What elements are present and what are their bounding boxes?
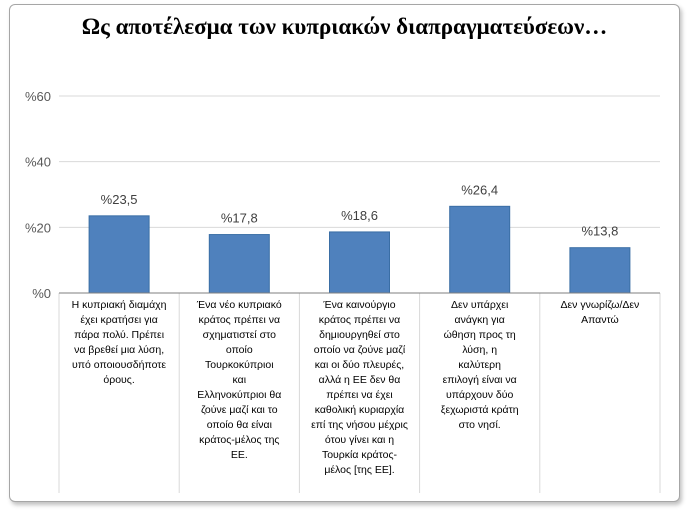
category-label-line: ώθηση προς τη bbox=[443, 329, 516, 341]
category-label-line: ζούνε μαζί και το bbox=[200, 404, 278, 416]
category-label-line: κράτος-μέλος της bbox=[199, 434, 280, 446]
category-label-line: Δεν υπάρχει bbox=[451, 299, 509, 311]
category-label-line: ΕΕ. bbox=[230, 449, 248, 461]
category-label-line: να βρεθεί μια λύση, bbox=[74, 344, 165, 356]
bar bbox=[449, 205, 511, 294]
category-label-line: οποίο bbox=[225, 344, 253, 356]
bar bbox=[88, 215, 150, 294]
category-label-line: ανάγκη για bbox=[454, 314, 505, 326]
category-label-line: Η κυπριακή διαμάχη bbox=[71, 299, 167, 311]
category-label-line: επιλογή είναι να bbox=[442, 374, 517, 386]
category-label-line: λύση, η bbox=[462, 344, 498, 356]
chart-title: Ως αποτέλεσμα των κυπριακών διαπραγματεύ… bbox=[81, 14, 608, 39]
data-label: %23,5 bbox=[101, 192, 138, 207]
data-label: %13,8 bbox=[581, 224, 618, 239]
data-label: %18,6 bbox=[341, 208, 378, 223]
category-label-line: στο νησί. bbox=[458, 419, 501, 431]
category-label-line: κράτος πρέπει να bbox=[198, 314, 281, 326]
category-label-line: και οι δύο πλευρές, bbox=[314, 359, 405, 371]
category-label: Η κυπριακή διαμάχη έχει κρατήσει για πάρα … bbox=[60, 298, 178, 388]
category-label-line: Δεν γνωρίζω/Δεν bbox=[560, 299, 640, 311]
data-label: %17,8 bbox=[221, 211, 258, 226]
category-label-line: Απαντώ bbox=[581, 314, 619, 326]
category-label-line: Τουρκία κράτος- bbox=[321, 449, 398, 461]
y-tick-label: %20 bbox=[25, 220, 51, 235]
category-label-line: πάρα πολύ. Πρέπει bbox=[74, 329, 165, 341]
category-label: Ένα καινούργιο κράτος πρέπει να δημιουργηθ… bbox=[301, 298, 419, 478]
category-label-line: Ένα καινούργιο bbox=[323, 299, 396, 311]
category-label-line: κράτος πρέπει να bbox=[318, 314, 401, 326]
y-tick-label: %60 bbox=[25, 89, 51, 104]
category-label-line: οποίο να ζούνε μαζί bbox=[313, 344, 406, 356]
category-label-line: πρέπει να έχει bbox=[326, 389, 393, 401]
bar bbox=[569, 247, 631, 294]
category-label: Δεν γνωρίζω/Δεν Απαντώ bbox=[541, 298, 659, 328]
y-tick-label: %0 bbox=[32, 286, 51, 301]
category-label-line: όρους. bbox=[103, 374, 135, 386]
category-label-line: καλύτερη bbox=[458, 359, 501, 371]
category-label-line: έχει κρατήσει για bbox=[80, 314, 158, 326]
bar bbox=[329, 231, 390, 294]
category-label-line: αλλά η ΕΕ δεν θα bbox=[318, 374, 401, 386]
y-tick-label: %40 bbox=[25, 155, 51, 170]
category-label-line: καθολική κυριαρχία bbox=[314, 404, 405, 416]
category-label-line: δημιουργηθεί στο bbox=[319, 329, 400, 341]
category-label: Δεν υπάρχει ανάγκη για ώθηση προς τη λύση, … bbox=[421, 298, 539, 433]
data-label: %26,4 bbox=[461, 182, 498, 197]
category-label-line: υπό οποιουσδήποτε bbox=[72, 359, 167, 371]
category-label-line: επί της νήσου μέχρις bbox=[311, 419, 408, 431]
category-label-line: Ελληνοκύπριοι θα bbox=[197, 389, 282, 401]
bar bbox=[208, 234, 270, 294]
category-label-line: οποίο θα είναι bbox=[206, 419, 272, 431]
category-label-line: ότου γίνει και η bbox=[324, 434, 395, 446]
category-label-line: υπάρχουν δύο bbox=[446, 389, 514, 401]
category-label-line: ξεχωριστά κράτη bbox=[440, 404, 519, 416]
category-label-line: Τουρκοκύπριοι bbox=[205, 359, 274, 371]
category-label-line: και bbox=[232, 374, 247, 386]
category-label-line: μέλος [της ΕΕ]. bbox=[324, 464, 395, 476]
category-label-line: Ένα νέο κυπριακό bbox=[196, 299, 282, 311]
category-label: Ένα νέο κυπριακό κράτος πρέπει να σχηματισ… bbox=[180, 298, 298, 463]
category-label-line: σχηματιστεί στο bbox=[202, 329, 276, 341]
